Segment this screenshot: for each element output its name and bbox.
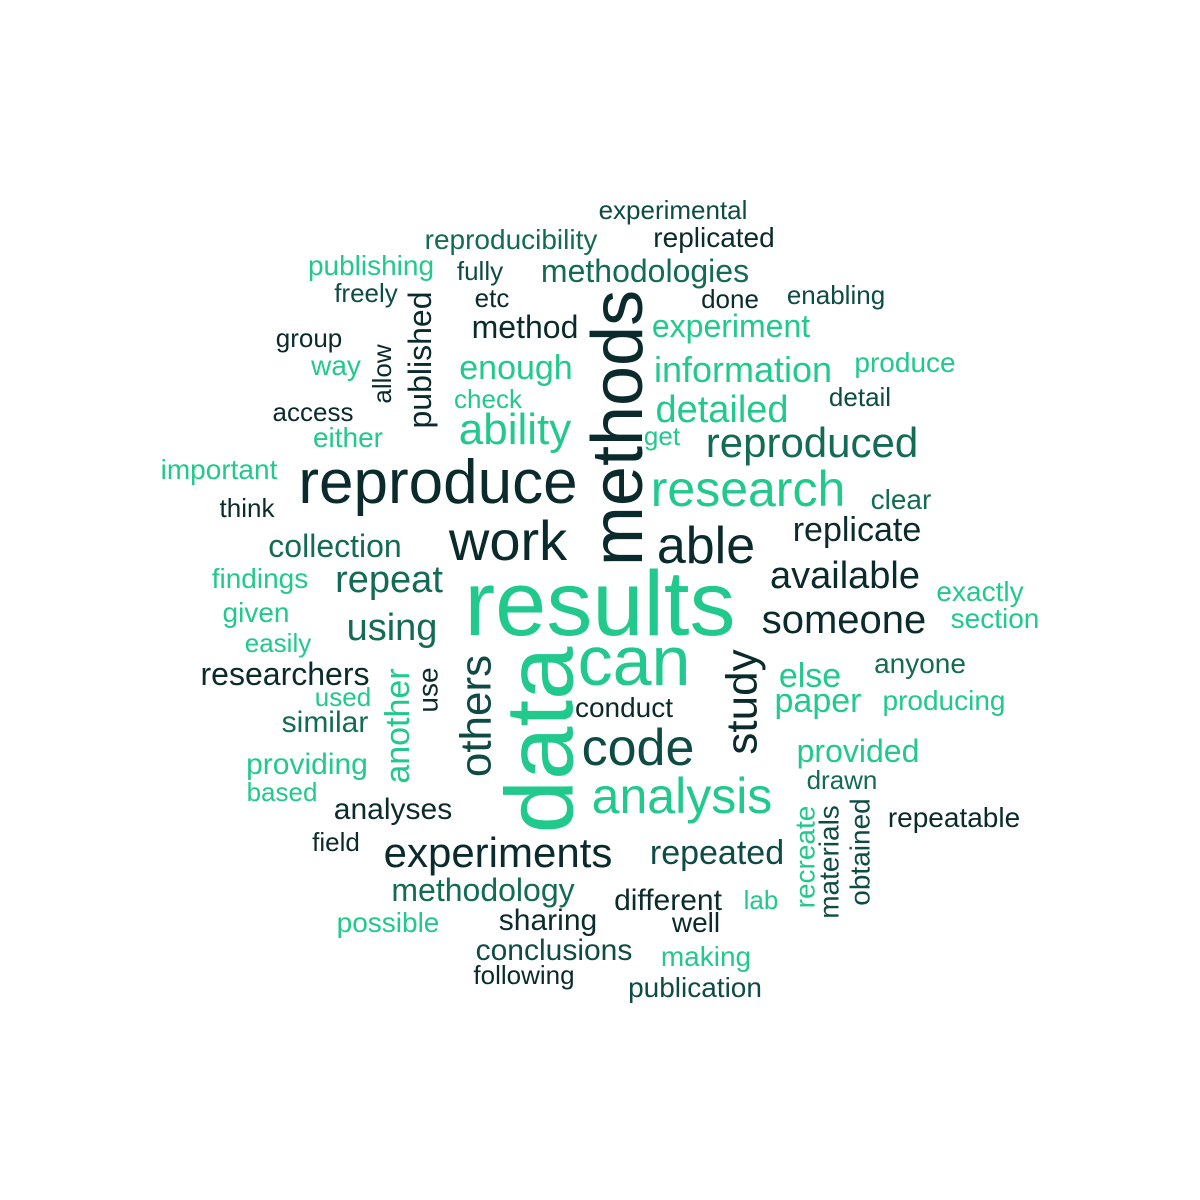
word-work: work (448, 509, 568, 572)
word-analysis: analysis (592, 768, 773, 824)
word-others: others (452, 655, 501, 777)
word-someone: someone (762, 598, 927, 642)
word-field: field (312, 827, 360, 857)
word-paper: paper (775, 682, 862, 720)
word-way: way (310, 350, 361, 381)
word-easily: easily (245, 628, 311, 658)
word-methods: methods (578, 290, 658, 566)
word-done: done (701, 284, 759, 314)
word-information: information (654, 349, 832, 390)
word-enough: enough (459, 349, 572, 387)
word-experimental: experimental (599, 195, 748, 225)
word-based: based (247, 777, 318, 807)
word-important: important (161, 454, 278, 485)
word-use: use (413, 667, 444, 712)
word-reproduced: reproduced (706, 419, 918, 466)
word-ability: ability (459, 405, 572, 454)
word-group: group (276, 323, 343, 353)
word-code: code (582, 719, 695, 777)
word-provided: provided (797, 733, 920, 769)
word-published: published (402, 292, 438, 429)
word-enabling: enabling (787, 280, 885, 310)
word-providing: providing (246, 748, 368, 781)
word-materials: materials (814, 805, 845, 919)
word-recreate: recreate (790, 806, 821, 909)
word-given: given (223, 597, 290, 628)
word-experiments: experiments (384, 829, 613, 876)
word-making: making (661, 941, 751, 972)
word-either: either (313, 422, 383, 453)
word-sharing: sharing (499, 904, 597, 937)
word-results: results (465, 553, 736, 655)
word-detail: detail (829, 382, 891, 412)
word-used: used (315, 682, 371, 712)
word-collection: collection (268, 528, 401, 564)
word-different: different (614, 884, 723, 917)
word-fully: fully (457, 256, 503, 286)
word-section: section (951, 603, 1040, 634)
word-experiment: experiment (652, 308, 810, 344)
word-can: can (578, 622, 691, 700)
word-repeated: repeated (650, 834, 784, 872)
word-repeatable: repeatable (888, 802, 1020, 833)
word-available: available (770, 555, 920, 597)
word-replicate: replicate (793, 511, 922, 549)
word-replicated: replicated (653, 222, 774, 253)
word-methodologies: methodologies (541, 253, 749, 289)
word-freely: freely (334, 278, 398, 308)
word-reproducibility: reproducibility (425, 224, 598, 255)
word-producing: producing (883, 685, 1006, 716)
word-method: method (472, 309, 579, 345)
word-well: well (671, 907, 720, 938)
word-another: another (379, 668, 417, 783)
word-using: using (347, 607, 438, 649)
word-check: check (454, 384, 523, 414)
word-etc: etc (475, 283, 510, 313)
word-reproduce: reproduce (298, 448, 577, 517)
word-exactly: exactly (936, 576, 1023, 607)
word-conclusions: conclusions (476, 934, 633, 967)
word-research: research (651, 461, 846, 517)
word-study: study (718, 649, 767, 754)
word-else: else (779, 657, 841, 695)
word-allow: allow (367, 344, 397, 403)
word-publication: publication (628, 972, 762, 1003)
word-get: get (644, 421, 681, 451)
word-researchers: researchers (201, 656, 370, 692)
word-detailed: detailed (655, 389, 788, 431)
word-similar: similar (282, 706, 369, 739)
word-repeat: repeat (335, 559, 443, 601)
word-access: access (273, 397, 354, 427)
word-able: able (657, 517, 755, 575)
word-possible: possible (337, 907, 440, 938)
word-clear: clear (871, 484, 932, 515)
word-findings: findings (212, 563, 309, 594)
word-anyone: anyone (874, 648, 966, 679)
word-think: think (220, 493, 276, 523)
word-produce: produce (854, 347, 955, 378)
word-following: following (473, 960, 574, 990)
word-lab: lab (744, 885, 779, 915)
word-analyses: analyses (334, 793, 452, 826)
word-data: data (487, 646, 594, 833)
word-obtained: obtained (845, 798, 876, 905)
word-methodology: methodology (391, 872, 574, 908)
word-publishing: publishing (308, 250, 434, 281)
word-drawn: drawn (807, 765, 878, 795)
word-conduct: conduct (575, 692, 673, 723)
